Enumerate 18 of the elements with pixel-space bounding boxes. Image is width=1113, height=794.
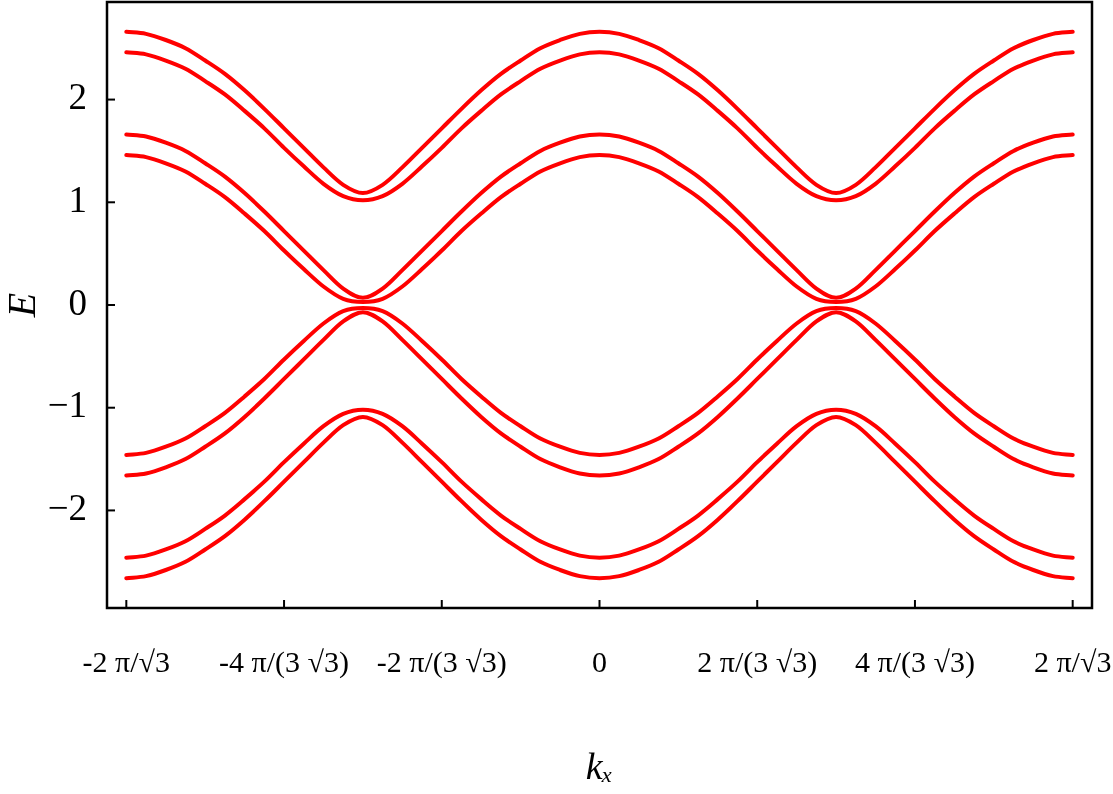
x-tick-label: 0 — [592, 644, 607, 678]
x-tick-label: 4 π/(3 √3) — [854, 644, 975, 679]
x-axis-title: kₓ — [585, 745, 614, 788]
line-series — [124, 29, 1075, 196]
y-tick-label: 0 — [68, 281, 87, 323]
x-tick-label: -2 π/√3 — [82, 644, 171, 678]
y-tick-label: −2 — [47, 487, 87, 529]
y-axis-title: E — [0, 292, 44, 319]
y-tick-label: −1 — [47, 384, 87, 426]
line-series — [124, 50, 1075, 203]
x-tick-label: -4 π/(3 √3) — [219, 644, 350, 679]
line-series — [124, 407, 1075, 560]
line-series — [124, 414, 1075, 581]
x-tick-label: 2 π/(3 √3) — [697, 644, 818, 679]
y-tick-label: 1 — [68, 179, 87, 221]
y-tick-label: 2 — [68, 76, 87, 118]
x-tick-label: -2 π/(3 √3) — [376, 644, 507, 679]
x-tick-label: 2 π/√3 — [1033, 644, 1112, 678]
